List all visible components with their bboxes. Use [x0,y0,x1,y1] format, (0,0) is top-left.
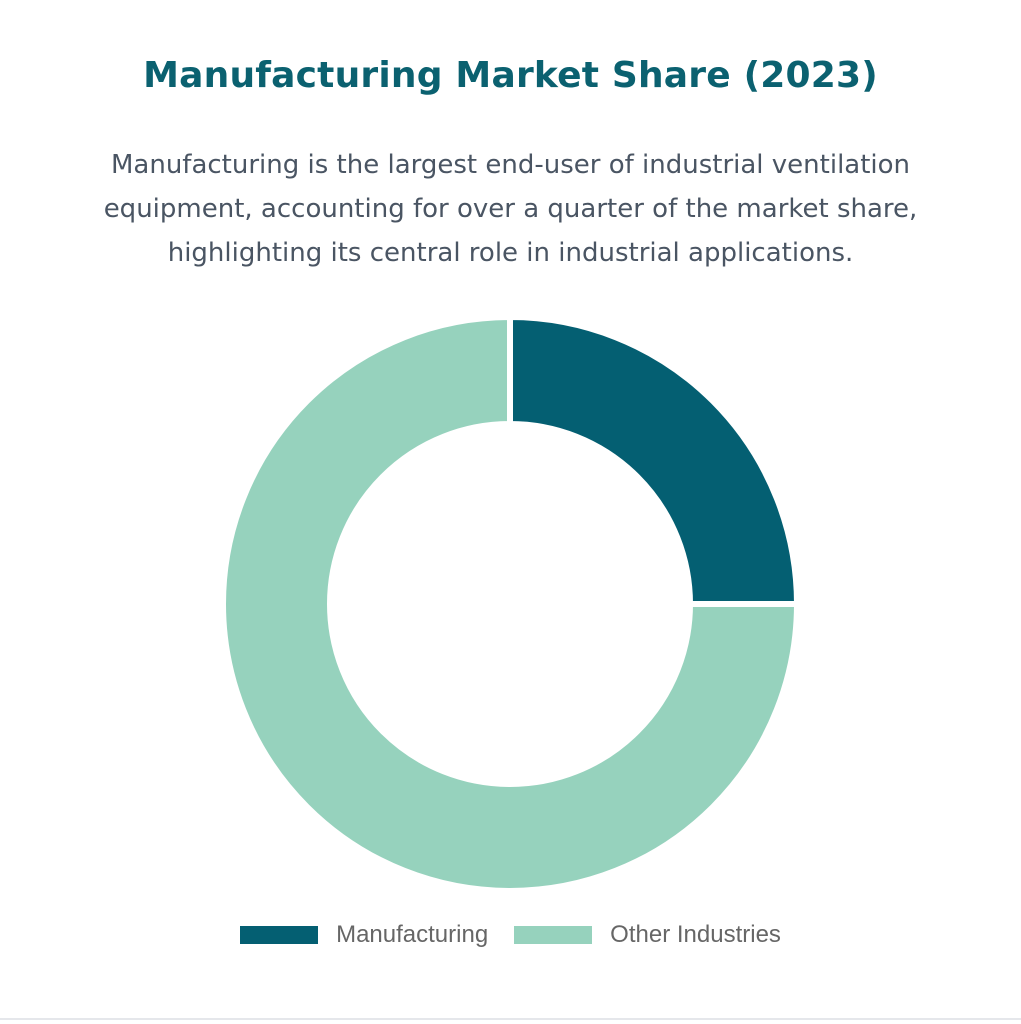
legend-item-other-industries[interactable]: Other Industries [514,921,781,949]
chart-title: Manufacturing Market Share (2023) [143,55,878,96]
slice-manufacturing[interactable] [507,313,801,607]
legend-label-manufacturing: Manufacturing [336,921,489,948]
legend-swatch-manufacturing [240,926,319,944]
chart-subtitle: Manufacturing is the largest end-user of… [103,150,918,268]
bottom-divider [0,1018,1021,1020]
legend-label-other-industries: Other Industries [610,921,781,948]
chart-legend: Manufacturing Other Industries [0,915,1021,955]
legend-swatch-other-industries [514,926,593,944]
slice-other-industries[interactable] [220,313,801,894]
legend-item-manufacturing[interactable]: Manufacturing [240,921,488,949]
